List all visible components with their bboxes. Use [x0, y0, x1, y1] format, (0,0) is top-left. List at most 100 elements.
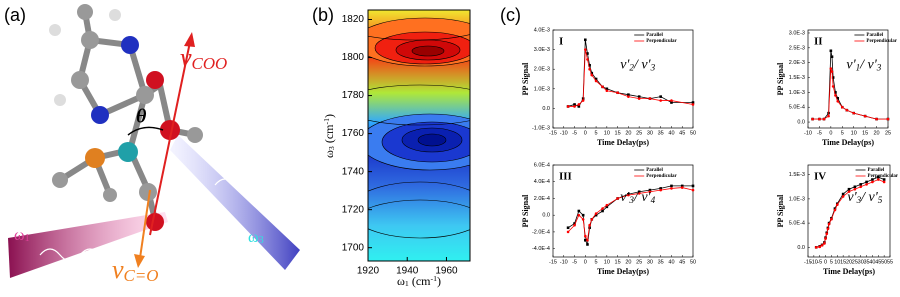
x-tick-label: 0: [824, 259, 827, 265]
data-point: [605, 89, 609, 93]
data-point: [648, 97, 652, 100]
y-tick-label: 1.0E-3: [789, 196, 805, 202]
arrow: [139, 189, 151, 259]
data-point: [875, 117, 878, 121]
x-tick-label: 30: [647, 130, 653, 136]
data-point: [586, 58, 589, 61]
annotation: ν'1/ ν'3: [846, 57, 881, 72]
x-tick-label: 0: [829, 130, 832, 136]
annotation-part: ν': [620, 190, 630, 205]
data-point: [601, 207, 604, 210]
y-tick-label: 2.0E-3: [534, 67, 550, 73]
y-tick-label: -4.0E-4: [532, 246, 550, 252]
y-axis-label-part: 3: [327, 146, 336, 150]
data-point: [573, 222, 576, 225]
data-point: [573, 103, 576, 106]
data-point: [590, 73, 594, 77]
data-point: [841, 195, 845, 198]
x-tick-label: 25: [852, 259, 858, 265]
x-tick-label: 35: [864, 259, 870, 265]
data-point: [616, 197, 619, 200]
data-point: [871, 180, 874, 184]
y-tick-label: 4.0E-3: [534, 27, 550, 33]
data-point: [659, 187, 662, 190]
data-point: [584, 48, 587, 51]
x-axis-label-part: -1: [430, 274, 437, 283]
data-point: [637, 192, 641, 195]
data-point: [841, 192, 845, 196]
data-point: [871, 178, 874, 181]
y-tick-label: 1.0E-3: [789, 90, 805, 96]
data-point: [833, 207, 837, 210]
data-point: [845, 108, 849, 112]
x-axis-label-part: (cm: [409, 274, 431, 288]
series-line: [812, 68, 888, 120]
data-point: [670, 184, 673, 188]
x-tick-label: 15: [615, 259, 621, 265]
data-point: [601, 209, 604, 213]
plot-frame: [807, 29, 889, 129]
annotation-part: 2: [629, 62, 634, 72]
y-tick-label: 1.5E-3: [789, 172, 805, 178]
x-tick-label: -5: [817, 130, 822, 136]
annotation-part: 4: [651, 195, 656, 205]
y-tick-label: -2.0E-4: [532, 229, 550, 235]
y-tick-label: 0.0: [542, 106, 550, 112]
panel-label: (b): [312, 5, 334, 25]
x-tick-label: 0: [584, 130, 587, 136]
x-tick-label: 55: [887, 259, 893, 265]
omega3-label-part: 3: [259, 235, 264, 246]
data-point: [605, 87, 609, 91]
data-point: [588, 223, 591, 227]
data-point: [594, 213, 598, 217]
data-point: [659, 188, 662, 192]
data-point: [586, 243, 589, 246]
data-point: [811, 117, 814, 121]
y-tick-label: 1700: [342, 242, 365, 253]
y-axis-label-part: -1: [322, 118, 331, 125]
data-point: [586, 52, 589, 55]
angle-arc: [127, 126, 164, 136]
y-axis-label: PP Signal: [521, 62, 530, 95]
data-point: [627, 193, 630, 197]
theta-label: θ: [136, 106, 147, 128]
x-tick-label: 35: [658, 130, 664, 136]
x-tick-label: 15: [840, 259, 846, 265]
x-tick-label: 5: [595, 130, 598, 136]
y-tick-label: 6.0E-4: [534, 162, 550, 168]
annotation-part: / ν': [633, 190, 652, 205]
data-point: [573, 223, 576, 227]
data-point: [852, 111, 856, 115]
data-point: [680, 186, 684, 189]
x-tick-label: 25: [885, 130, 891, 136]
data-point: [605, 203, 609, 207]
data-point: [691, 103, 695, 106]
plot-frame: [552, 164, 694, 258]
y-axis-label-part: ω: [322, 150, 336, 158]
y-tick-label: 1.5E-3: [789, 75, 805, 81]
legend-label: Parallel: [646, 168, 663, 173]
data-point: [827, 222, 831, 226]
x-tick-label: 10: [834, 259, 840, 265]
x-tick-label: 20: [874, 130, 880, 136]
omega3-label-part: ω: [248, 229, 259, 246]
panel-label: (a): [4, 5, 26, 25]
y-tick-label: 0.0: [797, 245, 805, 251]
data-point: [594, 77, 598, 81]
x-tick-label: 25: [636, 130, 642, 136]
data-point: [831, 76, 835, 79]
data-point: [818, 245, 822, 249]
y-tick-label: 1800: [342, 52, 365, 63]
x-tick-label: -10: [560, 259, 568, 265]
x-tick-label: 50: [690, 259, 696, 265]
x-tick-label: 30: [647, 259, 653, 265]
omega1-label-part: ω: [14, 227, 25, 244]
x-axis-label: Time Delay(ps): [597, 138, 649, 147]
x-tick-label: 45: [875, 259, 881, 265]
x-tick-label: 50: [690, 130, 696, 136]
data-point: [670, 187, 673, 190]
contour-map: [368, 10, 470, 261]
x-tick-label: 40: [668, 130, 674, 136]
nu-coo-label-part: ν: [180, 43, 192, 72]
